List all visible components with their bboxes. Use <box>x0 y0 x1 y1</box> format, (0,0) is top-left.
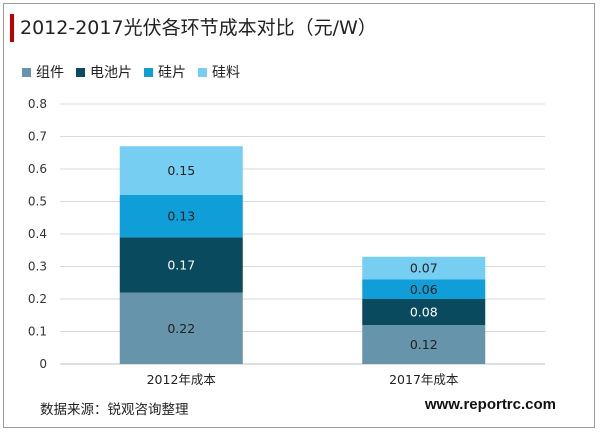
chart-title: 2012-2017光伏各环节成本对比（元/W） <box>20 17 377 39</box>
legend-label-2: 硅片 <box>158 65 186 81</box>
bar-1-0 <box>362 325 486 364</box>
legend-item-3: 硅料 <box>198 62 240 82</box>
legend-swatch-2 <box>144 67 153 77</box>
data-label-0-3: 0.15 <box>167 163 195 178</box>
x-tick-label-0: 2012年成本 <box>147 372 217 387</box>
data-label-0-1: 0.17 <box>167 257 195 272</box>
legend-swatch-3 <box>198 67 207 77</box>
y-tick-label-5: 0.5 <box>28 195 47 209</box>
data-label-1-0: 0.12 <box>410 337 438 352</box>
bar-0-3 <box>119 146 243 195</box>
bar-0-1 <box>119 237 243 293</box>
legend-label-1: 电池片 <box>90 65 132 81</box>
legend-item-0: 组件 <box>22 62 64 82</box>
y-tick-label-4: 0.4 <box>28 227 47 241</box>
y-tick-label-2: 0.2 <box>28 292 47 306</box>
title-accent-bar <box>10 14 14 42</box>
data-label-0-0: 0.22 <box>167 321 195 336</box>
data-label-1-3: 0.07 <box>410 261 438 276</box>
data-label-0-2: 0.13 <box>167 209 195 224</box>
legend-swatch-1 <box>76 67 85 77</box>
website-url: www.reportrc.com <box>424 396 556 413</box>
chart-frame <box>3 3 595 428</box>
y-tick-label-6: 0.6 <box>28 162 47 176</box>
bar-0-2 <box>119 195 243 238</box>
bar-1-1 <box>362 299 486 325</box>
legend-label-0: 组件 <box>36 65 64 81</box>
legend-item-1: 电池片 <box>76 62 132 82</box>
legend-item-2: 硅片 <box>144 62 186 82</box>
data-label-1-2: 0.06 <box>410 282 438 297</box>
legend-swatch-0 <box>22 67 31 77</box>
y-tick-label-7: 0.7 <box>28 130 47 144</box>
y-tick-label-0: 0 <box>39 357 47 371</box>
bar-0-0 <box>119 292 243 364</box>
y-tick-label-1: 0.1 <box>28 325 47 339</box>
bar-1-2 <box>362 279 486 299</box>
legend-label-3: 硅料 <box>212 65 240 81</box>
legend: 组件 电池片 硅片 硅料 <box>22 62 240 82</box>
data-label-1-1: 0.08 <box>410 305 438 320</box>
y-tick-label-8: 0.8 <box>28 97 47 111</box>
bar-1-3 <box>362 256 486 280</box>
source-note: 数据来源：锐观咨询整理 <box>40 402 189 418</box>
y-tick-label-3: 0.3 <box>28 260 47 274</box>
x-tick-label-1: 2017年成本 <box>389 372 459 387</box>
